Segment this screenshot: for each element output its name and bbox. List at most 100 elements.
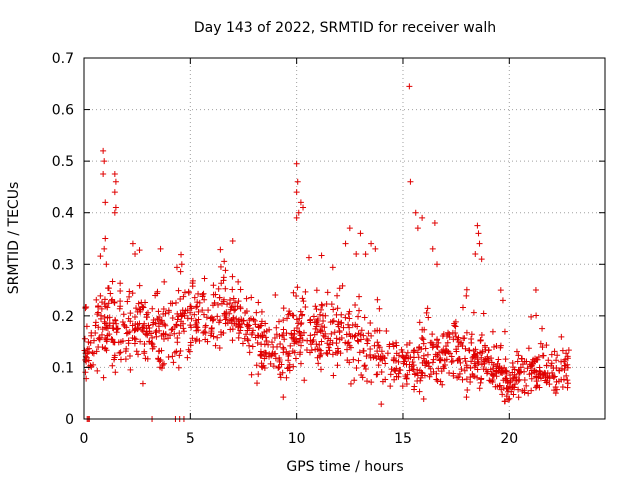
- data-point: [424, 305, 431, 312]
- data-point: [548, 360, 555, 367]
- data-point: [111, 209, 118, 216]
- data-point: [102, 235, 109, 242]
- data-point: [307, 316, 314, 323]
- data-point: [200, 290, 207, 297]
- data-point: [277, 374, 284, 381]
- data-point: [335, 318, 342, 325]
- data-point: [218, 280, 225, 287]
- data-point: [133, 305, 140, 312]
- data-point: [508, 388, 515, 395]
- data-point: [302, 304, 309, 311]
- data-point: [390, 356, 397, 363]
- data-point: [89, 349, 96, 356]
- data-point: [457, 359, 464, 366]
- data-point: [95, 324, 102, 331]
- data-point: [476, 385, 483, 392]
- data-point: [478, 354, 485, 361]
- data-point: [254, 380, 261, 387]
- data-point: [347, 380, 354, 387]
- data-point: [533, 378, 540, 385]
- data-point: [391, 367, 398, 374]
- data-point: [111, 189, 118, 196]
- data-point: [158, 317, 165, 324]
- data-point: [376, 305, 383, 312]
- data-point: [293, 336, 300, 343]
- data-point: [102, 199, 109, 206]
- data-point: [355, 357, 362, 364]
- data-point: [528, 375, 535, 382]
- data-point: [268, 339, 275, 346]
- data-point: [180, 325, 187, 332]
- data-point: [189, 335, 196, 342]
- data-point: [175, 287, 182, 294]
- data-point: [301, 377, 308, 384]
- data-point: [82, 356, 89, 363]
- data-point: [509, 359, 516, 366]
- data-point: [434, 344, 441, 351]
- data-point: [178, 251, 185, 258]
- data-point: [469, 354, 476, 361]
- data-point: [184, 315, 191, 322]
- data-point: [334, 292, 341, 299]
- data-point: [417, 377, 424, 384]
- data-point: [167, 300, 174, 307]
- data-point: [266, 351, 273, 358]
- data-point: [161, 278, 168, 285]
- data-point: [427, 371, 434, 378]
- data-point: [459, 304, 466, 311]
- data-point: [409, 359, 416, 366]
- data-point: [387, 371, 394, 378]
- data-point: [255, 299, 262, 306]
- x-tick-label: 10: [288, 431, 306, 447]
- data-point: [155, 308, 162, 315]
- data-point: [391, 376, 398, 383]
- data-point: [328, 330, 335, 337]
- data-point: [176, 330, 183, 337]
- data-point: [317, 347, 324, 354]
- data-point: [217, 263, 224, 270]
- data-point: [178, 318, 185, 325]
- data-point: [563, 350, 570, 357]
- data-point: [291, 340, 298, 347]
- data-point: [403, 375, 410, 382]
- data-point: [203, 314, 210, 321]
- data-point: [392, 368, 399, 375]
- data-point: [187, 339, 194, 346]
- data-point: [91, 337, 98, 344]
- data-point: [493, 367, 500, 374]
- data-point: [112, 204, 119, 211]
- data-point: [561, 362, 568, 369]
- data-point: [416, 388, 423, 395]
- data-point: [361, 362, 368, 369]
- data-point: [372, 245, 379, 252]
- data-point: [200, 311, 207, 318]
- data-point: [120, 311, 127, 318]
- data-point: [420, 396, 427, 403]
- data-point: [85, 348, 92, 355]
- data-point: [376, 327, 383, 334]
- data-point: [249, 343, 256, 350]
- data-point: [293, 293, 300, 300]
- data-point: [186, 348, 193, 355]
- data-point: [155, 320, 162, 327]
- data-point: [294, 325, 301, 332]
- data-point: [496, 382, 503, 389]
- data-point: [367, 346, 374, 353]
- data-point: [162, 322, 169, 329]
- data-point: [407, 178, 414, 185]
- data-point: [177, 295, 184, 302]
- data-point: [307, 337, 314, 344]
- data-point: [98, 312, 105, 319]
- data-point: [437, 378, 444, 385]
- data-point: [480, 310, 487, 317]
- data-point: [210, 282, 217, 289]
- data-point: [165, 307, 172, 314]
- data-point: [202, 336, 209, 343]
- data-point: [346, 324, 353, 331]
- data-point: [318, 366, 325, 373]
- data-point: [150, 343, 157, 350]
- data-point: [554, 352, 561, 359]
- data-point: [117, 287, 124, 294]
- data-point: [367, 354, 374, 361]
- data-point: [174, 316, 181, 323]
